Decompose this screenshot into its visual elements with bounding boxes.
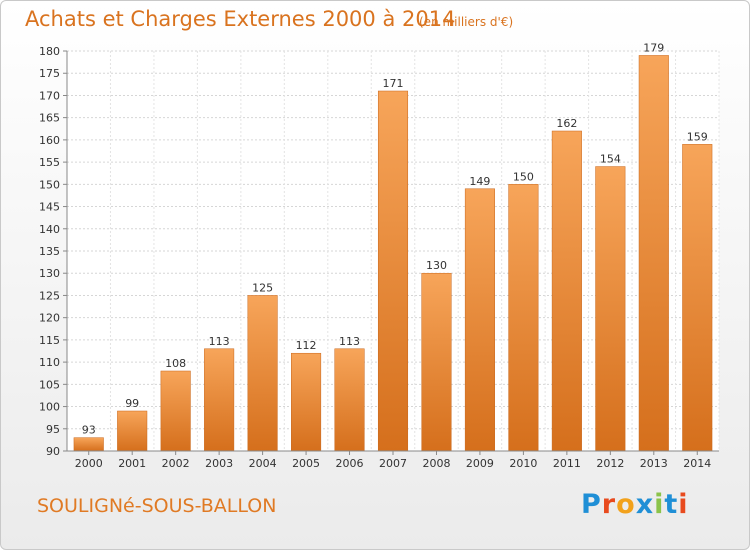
y-tick-label: 100 <box>39 401 60 414</box>
bar-2003 <box>204 348 235 452</box>
x-tick-label: 2000 <box>75 457 103 470</box>
y-tick-label: 110 <box>39 356 60 369</box>
bar-value-label: 130 <box>426 259 447 272</box>
bar-value-label: 113 <box>339 335 360 348</box>
bar-chart: 93 99 108 113 125 112 113 171 130 149 150 162 154 179… <box>39 41 720 470</box>
bar-value-label: 159 <box>687 130 708 143</box>
bar-2009 <box>464 188 495 452</box>
bar-2010 <box>508 184 539 452</box>
bar-value-label: 162 <box>556 117 577 130</box>
chart-unit-label: (en milliers d'€) <box>419 15 514 29</box>
bar-2011 <box>551 130 582 452</box>
bar-2013 <box>638 55 669 452</box>
x-tick-label: 2014 <box>683 457 711 470</box>
bar-2002 <box>160 370 191 452</box>
y-tick-label: 90 <box>46 445 60 458</box>
y-tick-label: 135 <box>39 245 60 258</box>
bar-2005 <box>291 352 322 452</box>
bar-2007 <box>377 90 409 452</box>
y-tick-label: 170 <box>39 89 60 102</box>
bar-value-label: 108 <box>165 357 186 370</box>
bars: 93 99 108 113 125 112 113 171 130 149 150 162 154 179… <box>73 41 713 452</box>
x-tick-label: 2007 <box>379 457 407 470</box>
x-tick-label: 2006 <box>336 457 364 470</box>
bar-2008 <box>421 272 452 452</box>
x-tick-label: 2001 <box>118 457 146 470</box>
x-tick-label: 2009 <box>466 457 494 470</box>
y-tick-label: 95 <box>46 423 60 436</box>
y-tick-label: 145 <box>39 201 60 214</box>
bar-value-label: 112 <box>296 339 317 352</box>
bar-value-label: 179 <box>643 41 664 54</box>
x-tick-label: 2008 <box>422 457 450 470</box>
logo-letter: x <box>635 489 655 520</box>
x-tick-label: 2003 <box>205 457 233 470</box>
y-tick-label: 105 <box>39 378 60 391</box>
y-tick-label: 120 <box>39 312 60 325</box>
bar-2004 <box>247 295 278 452</box>
bar-2001 <box>117 410 148 452</box>
y-tick-label: 180 <box>39 45 60 58</box>
bar-value-label: 171 <box>383 77 404 90</box>
y-tick-label: 125 <box>39 289 60 302</box>
y-tick-label: 155 <box>39 156 60 169</box>
y-tick-label: 150 <box>39 178 60 191</box>
logo-letter: o <box>616 489 636 520</box>
bar-value-label: 93 <box>82 424 96 437</box>
bar-value-label: 113 <box>209 335 230 348</box>
x-tick-label: 2010 <box>509 457 537 470</box>
y-tick-label: 130 <box>39 267 60 280</box>
bar-2006 <box>334 348 365 452</box>
bar-value-label: 149 <box>469 175 490 188</box>
bar-value-label: 150 <box>513 170 534 183</box>
commune-name: SOULIGNé-SOUS-BALLON <box>37 495 277 517</box>
proxiti-logo: Proxiti <box>581 489 689 520</box>
x-tick-label: 2004 <box>249 457 277 470</box>
logo-letter: i <box>678 489 689 520</box>
bar-2000 <box>73 437 104 452</box>
y-tick-label: 165 <box>39 112 60 125</box>
bar-value-label: 125 <box>252 281 273 294</box>
x-tick-label: 2002 <box>162 457 190 470</box>
y-tick-label: 115 <box>39 334 60 347</box>
bar-value-label: 99 <box>125 397 139 410</box>
chart-title: Achats et Charges Externes 2000 à 2014 <box>25 7 456 31</box>
x-tick-label: 2013 <box>640 457 668 470</box>
y-tick-label: 160 <box>39 134 60 147</box>
x-tick-label: 2011 <box>553 457 581 470</box>
y-tick-label: 175 <box>39 67 60 80</box>
axes: 90 95 100 105 110 115 120 125 130 135 140 145 150 155… <box>39 45 719 470</box>
bar-value-label: 154 <box>600 153 621 166</box>
x-tick-label: 2005 <box>292 457 320 470</box>
bar-2014 <box>682 144 713 452</box>
logo-letter: i <box>654 489 665 520</box>
logo-letter: P <box>581 489 602 520</box>
bar-2012 <box>595 166 626 452</box>
x-tick-label: 2012 <box>596 457 624 470</box>
logo-letter: t <box>664 489 679 520</box>
y-tick-label: 140 <box>39 223 60 236</box>
logo-letter: r <box>601 489 617 520</box>
